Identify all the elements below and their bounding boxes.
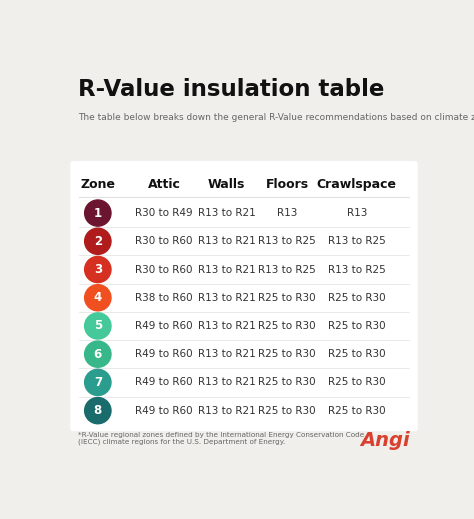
Text: 8: 8 — [94, 404, 102, 417]
Text: 2: 2 — [94, 235, 102, 248]
Text: R13 to R21: R13 to R21 — [198, 208, 255, 218]
Text: Floors: Floors — [265, 179, 309, 192]
Text: Attic: Attic — [147, 179, 181, 192]
Ellipse shape — [85, 228, 111, 254]
Text: R13 to R21: R13 to R21 — [198, 293, 255, 303]
Text: R30 to R60: R30 to R60 — [135, 236, 193, 247]
Text: Walls: Walls — [208, 179, 245, 192]
Text: 6: 6 — [94, 348, 102, 361]
Text: R25 to R30: R25 to R30 — [328, 321, 386, 331]
Text: R13 to R21: R13 to R21 — [198, 406, 255, 416]
Ellipse shape — [85, 284, 111, 311]
Text: The table below breaks down the general R-Value recommendations based on climate: The table below breaks down the general … — [78, 114, 474, 122]
Text: R25 to R30: R25 to R30 — [328, 377, 386, 387]
Text: 7: 7 — [94, 376, 102, 389]
Ellipse shape — [85, 256, 111, 283]
Text: R-Value insulation table: R-Value insulation table — [78, 78, 384, 101]
Text: R25 to R30: R25 to R30 — [258, 321, 316, 331]
Text: R49 to R60: R49 to R60 — [135, 377, 193, 387]
Text: 1: 1 — [94, 207, 102, 220]
Text: *R-Value regional zones defined by the International Energy Conservation Code
(I: *R-Value regional zones defined by the I… — [78, 432, 364, 445]
Text: Angi: Angi — [360, 431, 410, 450]
Text: R13 to R25: R13 to R25 — [328, 265, 386, 275]
Text: R13 to R21: R13 to R21 — [198, 236, 255, 247]
Ellipse shape — [85, 398, 111, 424]
Text: R49 to R60: R49 to R60 — [135, 349, 193, 359]
Text: Crawlspace: Crawlspace — [317, 179, 397, 192]
Text: R30 to R49: R30 to R49 — [135, 208, 193, 218]
Text: R30 to R60: R30 to R60 — [135, 265, 193, 275]
Text: R13: R13 — [277, 208, 297, 218]
Ellipse shape — [85, 200, 111, 226]
Text: R13 to R25: R13 to R25 — [328, 236, 386, 247]
Text: Zone: Zone — [80, 179, 115, 192]
Text: 3: 3 — [94, 263, 102, 276]
Text: R25 to R30: R25 to R30 — [328, 293, 386, 303]
Text: R13 to R21: R13 to R21 — [198, 377, 255, 387]
Text: R49 to R60: R49 to R60 — [135, 321, 193, 331]
Ellipse shape — [85, 370, 111, 395]
Text: R25 to R30: R25 to R30 — [328, 406, 386, 416]
Text: R13 to R21: R13 to R21 — [198, 321, 255, 331]
Text: 5: 5 — [94, 320, 102, 333]
Text: R13 to R21: R13 to R21 — [198, 349, 255, 359]
Text: R25 to R30: R25 to R30 — [258, 293, 316, 303]
Text: R13 to R25: R13 to R25 — [258, 236, 316, 247]
Text: R49 to R60: R49 to R60 — [135, 406, 193, 416]
FancyBboxPatch shape — [70, 161, 418, 431]
Text: R13: R13 — [346, 208, 367, 218]
Text: 4: 4 — [94, 291, 102, 304]
Text: R25 to R30: R25 to R30 — [328, 349, 386, 359]
Text: R13 to R25: R13 to R25 — [258, 265, 316, 275]
Text: R25 to R30: R25 to R30 — [258, 377, 316, 387]
Text: R25 to R30: R25 to R30 — [258, 349, 316, 359]
Text: R13 to R21: R13 to R21 — [198, 265, 255, 275]
Text: R25 to R30: R25 to R30 — [258, 406, 316, 416]
Ellipse shape — [85, 313, 111, 339]
Ellipse shape — [85, 341, 111, 367]
Text: R38 to R60: R38 to R60 — [135, 293, 193, 303]
